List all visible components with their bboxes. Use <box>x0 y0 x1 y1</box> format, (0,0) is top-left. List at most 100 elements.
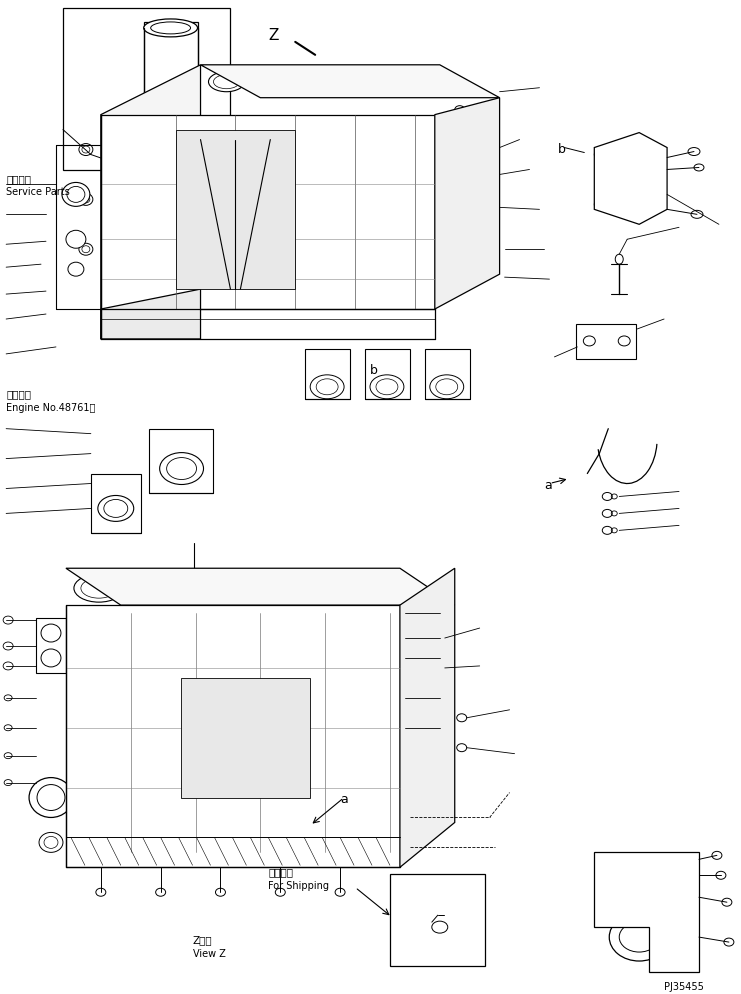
Text: Service Parts: Service Parts <box>6 188 70 198</box>
Ellipse shape <box>62 183 90 207</box>
Text: PJ35455: PJ35455 <box>664 982 704 992</box>
Ellipse shape <box>722 899 732 907</box>
Ellipse shape <box>276 889 285 897</box>
Ellipse shape <box>187 578 199 583</box>
Ellipse shape <box>96 889 106 897</box>
Ellipse shape <box>370 375 404 399</box>
Ellipse shape <box>433 725 442 731</box>
Bar <box>63 8 230 171</box>
Bar <box>576 324 637 359</box>
Ellipse shape <box>39 832 63 853</box>
Text: Z　視: Z 視 <box>193 935 212 945</box>
Ellipse shape <box>360 572 400 595</box>
Polygon shape <box>201 65 499 97</box>
Polygon shape <box>176 129 295 289</box>
Ellipse shape <box>446 249 458 259</box>
Text: 補給専用: 補給専用 <box>6 175 31 185</box>
Ellipse shape <box>688 147 700 155</box>
Ellipse shape <box>4 695 12 701</box>
Ellipse shape <box>3 616 13 624</box>
Ellipse shape <box>144 19 198 37</box>
Ellipse shape <box>4 779 12 785</box>
Ellipse shape <box>691 211 703 219</box>
Polygon shape <box>101 114 435 309</box>
Ellipse shape <box>328 72 364 91</box>
Ellipse shape <box>456 714 467 722</box>
Ellipse shape <box>126 575 176 602</box>
Ellipse shape <box>601 155 657 200</box>
Ellipse shape <box>455 105 465 113</box>
Ellipse shape <box>4 725 12 731</box>
Ellipse shape <box>265 575 315 602</box>
Text: For Shipping: For Shipping <box>268 882 329 892</box>
Ellipse shape <box>456 744 467 751</box>
Ellipse shape <box>159 452 204 484</box>
Ellipse shape <box>288 821 323 843</box>
Ellipse shape <box>433 610 442 616</box>
Ellipse shape <box>352 821 388 843</box>
Ellipse shape <box>109 237 129 252</box>
Ellipse shape <box>4 752 12 758</box>
Ellipse shape <box>408 72 444 91</box>
Ellipse shape <box>178 575 227 602</box>
Ellipse shape <box>432 921 448 933</box>
Ellipse shape <box>602 527 612 535</box>
Ellipse shape <box>72 749 90 765</box>
Text: Z: Z <box>268 28 279 43</box>
Ellipse shape <box>93 821 129 843</box>
Ellipse shape <box>433 695 442 701</box>
Polygon shape <box>66 569 455 605</box>
Ellipse shape <box>724 938 734 946</box>
Ellipse shape <box>609 913 669 961</box>
Ellipse shape <box>158 821 193 843</box>
Ellipse shape <box>144 138 198 156</box>
Ellipse shape <box>712 852 722 860</box>
Ellipse shape <box>602 492 612 500</box>
Bar <box>365 349 410 399</box>
Bar <box>36 618 66 673</box>
Text: b: b <box>557 142 565 155</box>
Ellipse shape <box>310 375 344 399</box>
Ellipse shape <box>694 164 704 171</box>
Bar <box>390 875 485 966</box>
Ellipse shape <box>393 280 436 308</box>
Ellipse shape <box>615 254 623 264</box>
Ellipse shape <box>433 655 442 661</box>
Ellipse shape <box>3 662 13 670</box>
Ellipse shape <box>248 72 285 91</box>
Bar <box>91 473 141 534</box>
Bar <box>149 428 213 493</box>
Ellipse shape <box>109 136 129 152</box>
Polygon shape <box>594 132 667 225</box>
Text: a: a <box>340 792 348 805</box>
Ellipse shape <box>70 699 92 717</box>
Ellipse shape <box>68 262 84 276</box>
Ellipse shape <box>41 649 61 667</box>
Ellipse shape <box>470 125 479 133</box>
Ellipse shape <box>98 495 133 522</box>
Text: a: a <box>545 478 552 491</box>
Text: Engine No.48761～: Engine No.48761～ <box>6 403 96 413</box>
Polygon shape <box>181 678 310 797</box>
Ellipse shape <box>74 575 124 602</box>
Bar <box>305 349 350 399</box>
Polygon shape <box>66 605 400 868</box>
Polygon shape <box>435 97 499 309</box>
Ellipse shape <box>303 280 347 308</box>
Ellipse shape <box>435 664 445 672</box>
Bar <box>425 349 470 399</box>
Ellipse shape <box>79 244 93 255</box>
Ellipse shape <box>79 143 93 155</box>
Ellipse shape <box>222 821 259 843</box>
Text: View Z: View Z <box>193 949 225 959</box>
Ellipse shape <box>446 149 458 159</box>
Polygon shape <box>101 289 201 339</box>
Ellipse shape <box>124 280 167 308</box>
Polygon shape <box>594 853 699 972</box>
Bar <box>144 22 198 151</box>
Ellipse shape <box>430 375 464 399</box>
Ellipse shape <box>433 635 442 641</box>
Ellipse shape <box>3 642 13 650</box>
Ellipse shape <box>107 185 130 205</box>
Ellipse shape <box>72 645 90 661</box>
